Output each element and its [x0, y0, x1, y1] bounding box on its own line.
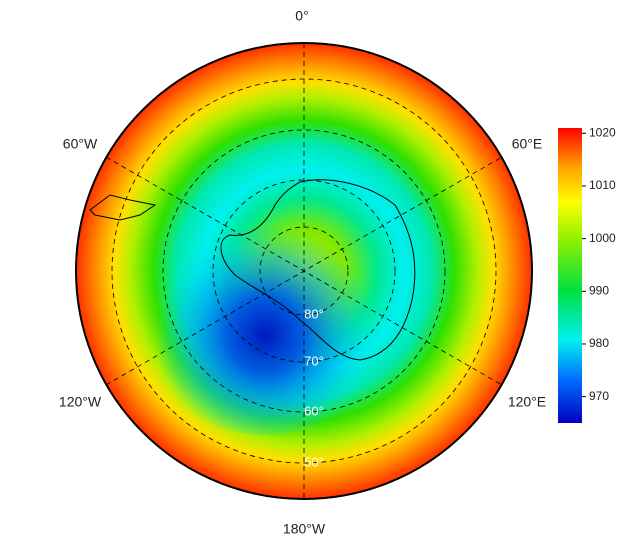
- colorbar-tick-label: 1000: [589, 231, 616, 245]
- lat-label: 60°: [304, 403, 324, 418]
- antarctica-coastline: [220, 179, 416, 361]
- colorbar-tick-label: 1020: [589, 125, 616, 139]
- colorbar: [558, 128, 582, 423]
- colorbar-tick-label: 1010: [589, 178, 616, 192]
- lon-label: 60°E: [512, 136, 543, 152]
- lon-label: 180°W: [283, 521, 326, 537]
- lon-label: 60°W: [63, 136, 98, 152]
- lat-label: 80°: [304, 306, 324, 321]
- colorbar-tick-label: 980: [589, 336, 609, 350]
- lon-label: 0°: [295, 8, 308, 24]
- colorbar-tick-label: 990: [589, 283, 609, 297]
- map-border: [75, 42, 533, 500]
- colorbar-tick-label: 970: [589, 389, 609, 403]
- lon-label: 120°W: [59, 394, 102, 410]
- lon-label: 120°E: [508, 394, 546, 410]
- lat-label: 50°: [304, 454, 324, 469]
- south-america-coastline: [89, 194, 157, 221]
- lat-label: 70°: [304, 353, 324, 368]
- graticule: [105, 43, 503, 499]
